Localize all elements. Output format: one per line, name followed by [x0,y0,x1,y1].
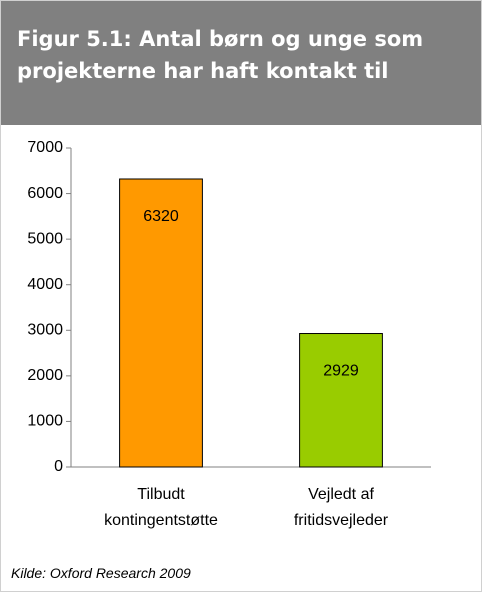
source: Kilde: Oxford Research 2009 [11,565,191,581]
y-tick-label: 5000 [27,230,63,247]
y-tick-label: 6000 [27,185,63,202]
y-tick-label: 0 [54,458,63,475]
y-tick-label: 4000 [27,276,63,293]
y-tick-label: 7000 [27,139,63,156]
y-tick-label: 2000 [27,367,63,384]
value-label: 2929 [323,363,359,380]
value-label: 6320 [143,208,179,225]
chart-title: Figur 5.1: Antal børn og unge som projek… [17,27,424,83]
y-tick-label: 3000 [27,322,63,339]
bar [299,333,383,468]
bar [119,178,203,468]
x-tick-label: Vejledt af fritidsvejleder [293,486,389,529]
y-tick-label: 1000 [27,413,63,430]
header: Figur 5.1: Antal børn og unge som projek… [1,1,481,125]
x-tick-label: Tilbudt kontingentstøtte [104,486,218,529]
